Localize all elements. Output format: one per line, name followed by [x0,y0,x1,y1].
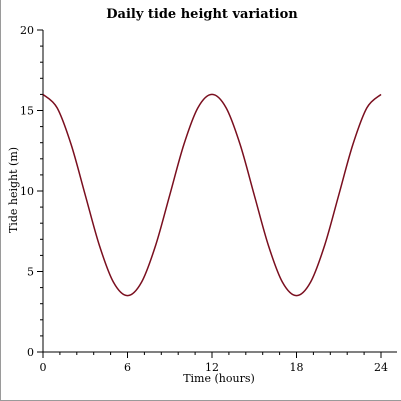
axes: 0 5 10 15 20 0 6 12 18 24 [20,24,397,374]
chart-title: Daily tide height variation [106,7,298,22]
y-tick-label: 15 [20,105,34,118]
y-axis-label: Tide height (m) [7,147,20,233]
y-tick-label: 5 [27,266,34,279]
y-tick-label: 0 [27,346,34,359]
x-tick-label: 24 [374,361,388,374]
y-tick-label: 10 [20,185,34,198]
x-tick-label: 12 [205,361,219,374]
x-axis-label: Time (hours) [183,372,255,385]
x-tick-label: 18 [290,361,304,374]
tide-series-line [42,93,382,297]
x-tick-label: 0 [40,361,47,374]
x-tick-label: 6 [124,361,131,374]
y-tick-label: 20 [20,24,34,37]
series-layer [42,93,382,297]
